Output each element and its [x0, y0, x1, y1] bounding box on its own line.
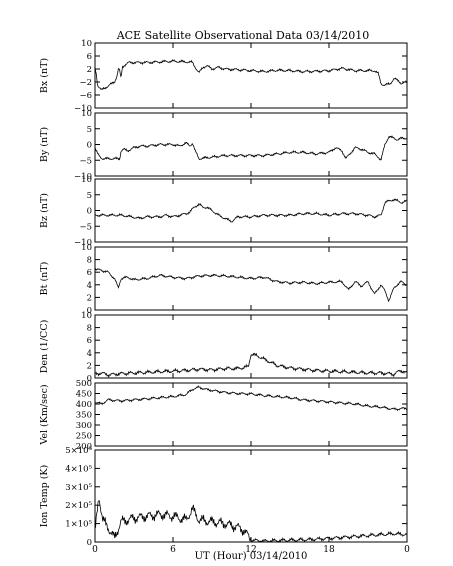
y-tick-label: 10 — [81, 39, 92, 49]
y-tick-label: 4 — [87, 281, 92, 291]
series-line — [94, 268, 408, 303]
y-tick-label: 350 — [76, 411, 92, 421]
panel-0: −10 −6 −2 2 6 10 Bx (nT) — [39, 39, 408, 114]
y-tick-label: 6 — [87, 268, 92, 278]
y-tick-label: 0 — [87, 207, 92, 217]
panel-frame — [94, 112, 408, 177]
y-tick-label: 1×10⁵ — [65, 520, 92, 530]
y-tick-label: 3×10⁵ — [65, 483, 92, 493]
panel-2: −10 −5 0 5 10 Bz (nT) — [39, 175, 408, 248]
y-axis-label: Ion Temp (K) — [39, 465, 50, 527]
y-tick-label: 2×10⁵ — [65, 501, 92, 511]
y-tick-label: 10 — [81, 243, 92, 253]
y-axis-label: Bx (nT) — [39, 58, 50, 93]
series-line — [94, 500, 408, 543]
y-tick-label: −5 — [79, 222, 92, 232]
series-line — [94, 198, 408, 223]
y-tick-label: 0 — [87, 374, 92, 384]
y-axis-label: Bz (nT) — [39, 193, 50, 228]
y-tick-label: 2 — [87, 361, 92, 371]
series-line — [94, 135, 408, 161]
y-tick-label: 2 — [87, 293, 92, 303]
y-tick-label: 8 — [87, 324, 92, 334]
chart-title: ACE Satellite Observational Data 03/14/2… — [116, 29, 370, 42]
y-tick-label: 2 — [87, 65, 92, 75]
x-tick-label: 18 — [323, 545, 335, 555]
y-tick-label: 5 — [87, 191, 92, 201]
y-tick-label: −10 — [74, 238, 92, 248]
panel-frame — [94, 42, 408, 109]
panel-4: 0 2 4 6 8 10 Den (1/CC) — [39, 311, 408, 384]
panel-frame — [94, 314, 408, 379]
series-line — [94, 59, 408, 91]
y-tick-label: 10 — [81, 175, 92, 185]
y-tick-label: 6 — [87, 336, 92, 346]
y-tick-label: 4×10⁵ — [65, 464, 92, 474]
panel-6: 0 1×10⁵ 2×10⁵ 3×10⁵ 4×10⁵ 5×10⁵ Ion Temp (K) — [39, 446, 408, 548]
y-tick-label: 10 — [81, 311, 92, 321]
y-axis-label: By (nT) — [39, 127, 50, 162]
y-tick-label: 400 — [76, 400, 92, 410]
x-tick-label: 6 — [170, 545, 176, 555]
panel-3: 0 2 4 6 8 10 Bt (nT) — [39, 243, 408, 316]
y-tick-label: 300 — [76, 421, 92, 431]
panels: −10 −6 −2 2 6 10 Bx (nT) −10 −5 0 5 10 By (nT) −10 −5 0… — [39, 39, 410, 555]
panel-frame — [94, 382, 408, 447]
y-tick-label: 4 — [87, 349, 92, 359]
y-tick-label: 5×10⁵ — [65, 446, 92, 456]
x-tick-label: 12 — [245, 545, 256, 555]
panel-frame — [94, 449, 408, 543]
y-tick-label: 6 — [87, 52, 92, 62]
y-tick-label: 200 — [76, 442, 92, 452]
y-tick-label: 8 — [87, 256, 92, 266]
y-axis-label: Bt (nT) — [39, 262, 50, 296]
x-tick-label: 0 — [404, 545, 410, 555]
x-axis-label: UT (Hour) 03/14/2010 — [195, 551, 308, 562]
panel-frame — [94, 178, 408, 243]
y-tick-label: −10 — [74, 104, 92, 114]
y-tick-label: 0 — [87, 538, 92, 548]
y-tick-label: 10 — [81, 109, 92, 119]
y-tick-label: −10 — [74, 172, 92, 182]
y-tick-label: −5 — [79, 156, 92, 166]
series-line — [94, 352, 408, 379]
y-tick-label: 250 — [76, 432, 92, 442]
y-tick-label: 0 — [87, 141, 92, 151]
y-tick-label: 0 — [87, 306, 92, 316]
y-axis-label: Den (1/CC) — [39, 320, 50, 374]
x-tick-label: 0 — [92, 545, 98, 555]
y-tick-label: 450 — [76, 390, 92, 400]
y-tick-label: 500 — [76, 379, 92, 389]
panel-1: −10 −5 0 5 10 By (nT) — [39, 109, 408, 182]
y-tick-label: −2 — [79, 78, 92, 88]
series-line — [94, 385, 408, 412]
y-tick-label: 5 — [87, 125, 92, 135]
y-tick-label: −6 — [79, 91, 92, 101]
y-axis-label: Vel (Km/sec) — [39, 384, 50, 445]
